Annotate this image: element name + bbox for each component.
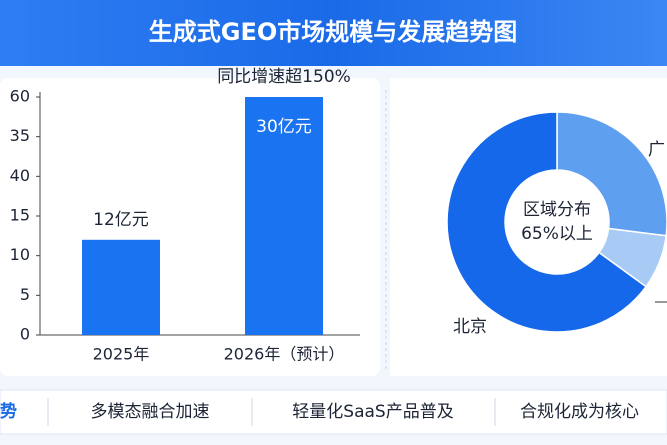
y-tick-label: 40 bbox=[10, 166, 30, 185]
title: 生成式GEO市场规模与发展趋势图 bbox=[149, 18, 518, 46]
footer-item: 势 bbox=[0, 401, 17, 422]
y-tick-label: 0 bbox=[20, 325, 30, 344]
annotation: 同比增速超150% bbox=[217, 67, 351, 87]
center-label: 区域分布 bbox=[523, 200, 591, 220]
x-tick-label: 2025年 bbox=[93, 345, 150, 364]
donut-segment bbox=[446, 111, 648, 333]
value-label: 30亿元 bbox=[256, 117, 312, 137]
y-tick-label: 60 bbox=[10, 87, 30, 106]
x-tick-label: 2026年（预计） bbox=[224, 345, 345, 364]
bar bbox=[245, 97, 323, 335]
footer-item: 多模态融合加速 bbox=[91, 402, 210, 422]
y-tick-label: 15 bbox=[10, 206, 30, 225]
bar bbox=[82, 239, 160, 335]
title-banner bbox=[0, 0, 667, 66]
y-tick-label: 35 bbox=[10, 126, 30, 145]
footer-strip bbox=[0, 389, 667, 435]
value-label: 12亿元 bbox=[93, 210, 149, 230]
center-label: 65%以上 bbox=[521, 224, 593, 244]
segment-label: 广 bbox=[648, 140, 665, 160]
footer-item: 合规化成为核心 bbox=[520, 402, 639, 422]
segment-label: 北京 bbox=[453, 317, 487, 337]
y-tick-label: 5 bbox=[20, 285, 30, 304]
footer-item: 轻量化SaaS产品普及 bbox=[292, 402, 453, 422]
y-tick-label: 10 bbox=[10, 245, 30, 264]
